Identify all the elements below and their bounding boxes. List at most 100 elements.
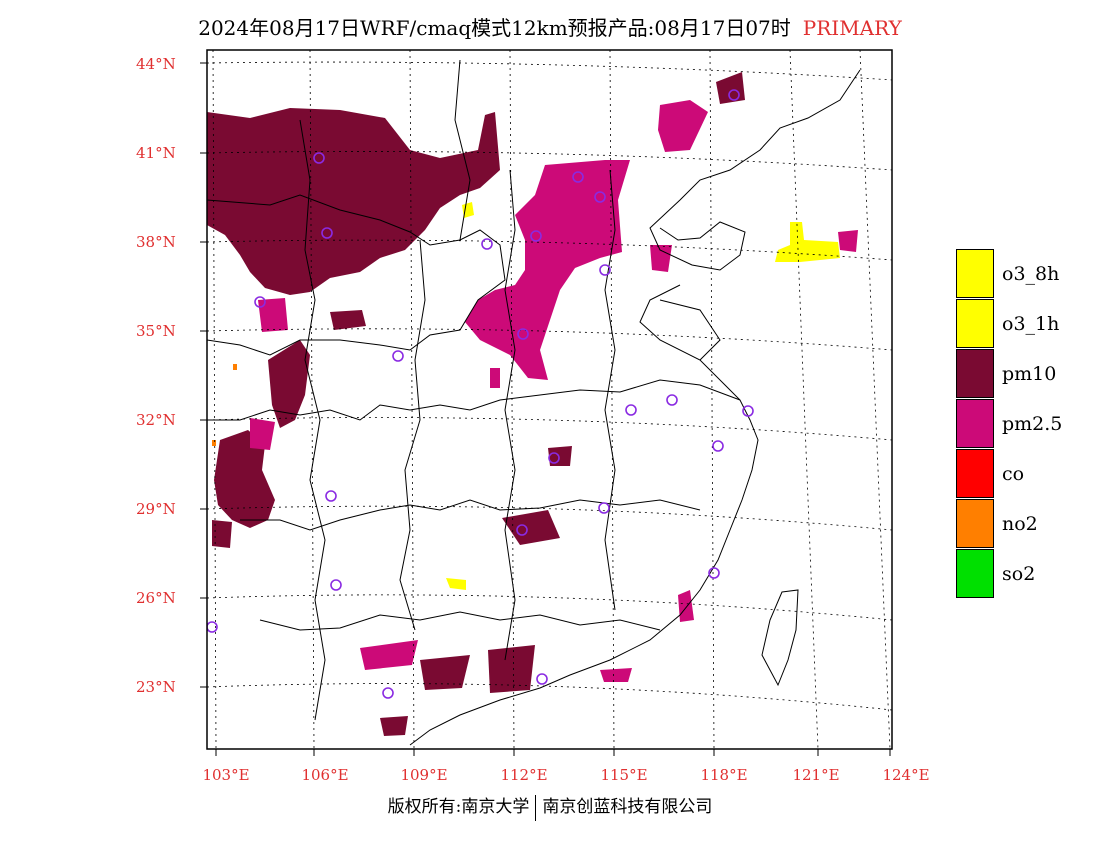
station-marker [572,171,584,183]
graticule-lon-118 [709,50,715,749]
legend-swatch [956,549,994,598]
station-marker [548,452,560,464]
coastline [409,69,861,746]
pm25-region-liaoning [658,100,708,152]
station-marker [517,328,529,340]
station-marker [712,440,724,452]
station-marker [516,524,528,536]
legend-label: so2 [1002,563,1036,585]
graticule-lat-35 [207,328,892,351]
pm25-region-gansu [258,298,288,332]
legend-swatch [956,249,994,298]
legend-label: o3_8h [1002,263,1060,285]
map-title: 2024年08月17日WRF/cmaq模式12km预报产品:08月17日07时 P… [0,12,1100,41]
station-marker [207,621,218,633]
station-marker [481,238,493,250]
station-marker [321,227,333,239]
stations [207,89,754,699]
pm10-region-jilin [716,72,745,104]
graticule [207,50,892,749]
o3-region-guizhou [446,578,466,590]
graticule-lon-124 [859,50,891,749]
lat-label-41n: 41°N [136,144,176,162]
lon-label-109e: 109°E [400,766,448,784]
station-marker [599,264,611,276]
graticule-lat-38 [207,239,892,261]
province-lines-6 [504,169,516,661]
pm10-region-south [380,716,408,736]
station-marker [598,502,610,514]
province-lines-10 [659,299,721,361]
lon-label-121e: 121°E [792,766,840,784]
station-marker [530,230,542,242]
pm10-region-sichuan [214,430,275,528]
graticule-lon-112 [509,50,515,749]
pm25-regions [250,100,858,682]
boundaries [207,59,861,746]
province-lines-4 [259,611,661,631]
graticule-lon-106 [309,50,315,749]
graticule-lon-115 [609,50,615,749]
station-marker [330,579,342,591]
legend-label: co [1002,463,1025,485]
station-marker [728,89,740,101]
lat-label-44n: 44°N [136,55,176,73]
lon-label-124e: 124°E [882,766,930,784]
legend-swatch [956,349,994,398]
lon-label-106e: 106°E [301,766,349,784]
graticule-lon-103 [212,50,217,749]
pm10-region-north [207,108,500,295]
legend-swatch [956,449,994,498]
province-lines-1 [207,194,506,356]
graticule-lat-44 [207,61,892,81]
pm25-region-hubei [490,368,500,388]
title-tag: PRIMARY [802,16,902,40]
legend-label: o3_1h [1002,313,1060,335]
lon-label-118e: 118°E [700,766,748,784]
lat-label-35n: 35°N [136,322,176,340]
map-frame [206,49,893,750]
province-lines-2 [207,379,741,421]
pm10-region-guangxi [420,655,470,690]
station-marker [666,394,678,406]
pm25-region-shanxi [650,245,672,272]
pm25-region-korea-edge [838,230,858,252]
pm10-region-west [268,340,310,428]
o3-regions [446,202,840,590]
footer-separator [535,794,537,821]
graticule-lat-23 [207,683,892,711]
no2-cell-1 [233,364,237,370]
o3-region-ningxia [462,202,474,218]
pm25-region-sichuan-edge [250,418,275,450]
pm25-region-north-china [465,160,630,380]
axis-ticks [200,62,891,756]
legend-swatch [956,499,994,548]
no2-regions [212,364,237,446]
copyright-left: 版权所有:南京大学 [387,797,530,817]
pm10-region-lower-west [212,520,232,548]
station-marker [625,404,637,416]
pm25-region-guangdong-east [600,668,632,682]
no2-cell-2 [212,440,216,446]
lat-label-38n: 38°N [136,233,176,251]
province-lines-3 [240,499,701,531]
pm10-region-hunan [502,510,560,545]
station-marker [325,490,337,502]
station-marker [392,350,404,362]
copyright-footer: 版权所有:南京大学 南京创蓝科技有限公司 [0,792,1100,821]
station-marker [313,152,325,164]
pm10-region-qinling [330,310,366,330]
station-marker [708,567,720,579]
pm25-region-fujian [678,590,694,622]
lon-label-115e: 115°E [600,766,648,784]
station-marker [382,687,394,699]
pm10-region-east [548,446,572,466]
taiwan-outline [761,589,799,687]
legend-swatch [956,399,994,448]
lat-label-32n: 32°N [136,411,176,429]
copyright-right: 南京创蓝科技有限公司 [542,797,713,817]
legend-label: pm2.5 [1002,413,1063,435]
graticule-lon-121 [789,50,819,749]
lon-label-103e: 103°E [202,766,250,784]
